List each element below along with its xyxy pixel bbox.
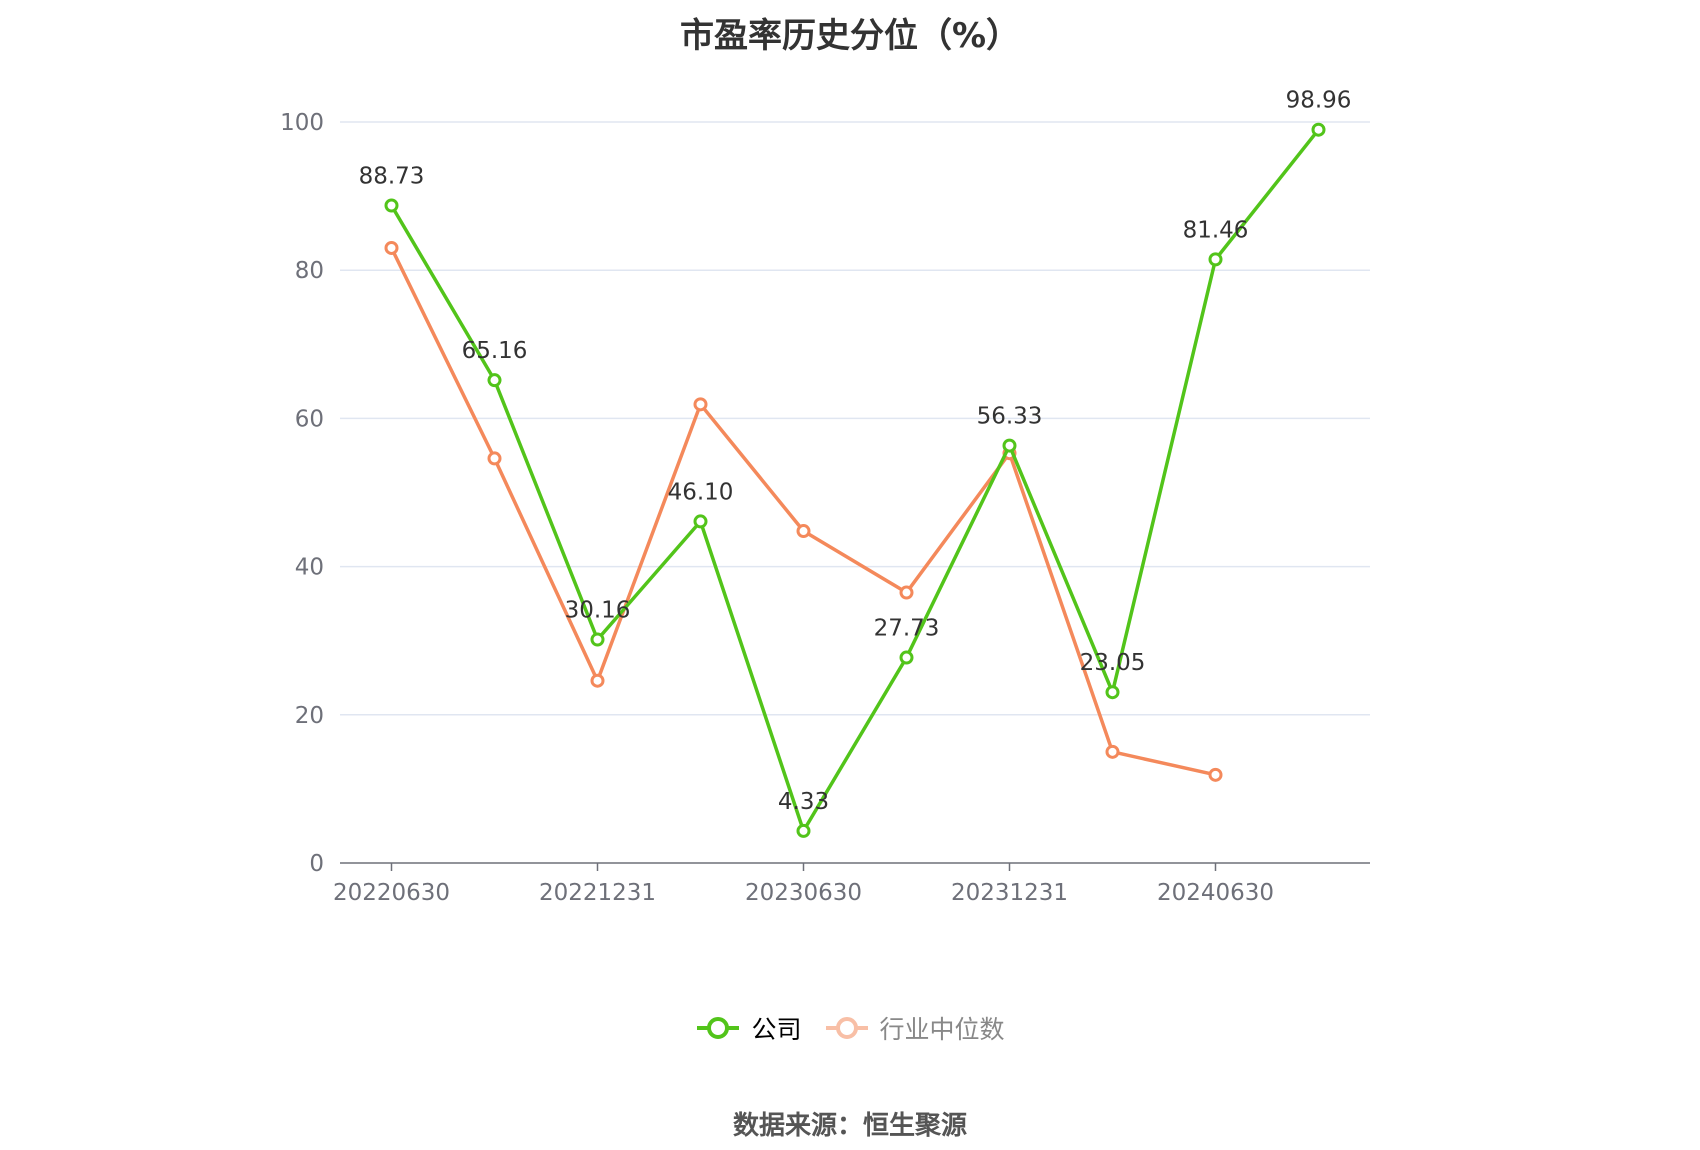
axes: 0 20 40 60 80 100 20220630 20221231 20230630 2023… (280, 110, 1370, 906)
data-label: 27.73 (874, 616, 940, 642)
grid-lines (340, 121, 1370, 716)
source-note: 数据来源：恒生聚源 (732, 1111, 967, 1141)
data-point-marker[interactable] (1208, 767, 1223, 782)
data-label: 65.16 (462, 338, 528, 364)
data-point-marker[interactable] (693, 514, 708, 529)
x-tick-label: 20230630 (745, 880, 862, 906)
data-point-marker[interactable] (1311, 122, 1326, 137)
data-point-marker[interactable] (1208, 252, 1223, 267)
series-line-1 (389, 246, 1218, 777)
y-tick-label: 100 (280, 110, 324, 136)
data-label: 23.05 (1080, 650, 1146, 676)
data-point-marker[interactable] (1105, 744, 1120, 759)
data-point-marker[interactable] (1002, 438, 1017, 453)
y-tick-label: 20 (295, 703, 324, 729)
y-tick-label: 0 (309, 851, 324, 877)
x-tick-label: 20220630 (333, 880, 450, 906)
data-point-marker[interactable] (796, 823, 811, 838)
legend-industry-marker-icon (825, 1017, 868, 1039)
x-tick-label: 20231231 (951, 880, 1068, 906)
data-labels: 88.73 65.16 30.16 46.10 4.33 27.73 56.33 23.05 8… (359, 88, 1352, 815)
data-point-marker[interactable] (796, 524, 811, 539)
legend: 公司 行业中位数 (0, 1010, 1700, 1046)
data-label: 98.96 (1286, 88, 1352, 114)
chart-title: 市盈率历史分位（%） (679, 16, 1021, 56)
data-point-marker[interactable] (384, 240, 399, 255)
data-point-marker[interactable] (693, 397, 708, 412)
data-label: 88.73 (359, 164, 425, 190)
data-point-marker[interactable] (590, 673, 605, 688)
data-point-marker[interactable] (1105, 685, 1120, 700)
data-label: 81.46 (1183, 217, 1249, 243)
data-point-marker[interactable] (487, 451, 502, 466)
legend-label-company: 公司 (751, 1015, 802, 1044)
data-label: 56.33 (977, 404, 1043, 430)
y-tick-label: 40 (295, 555, 324, 581)
legend-item-company[interactable]: 公司 (695, 1010, 802, 1046)
data-label: 30.16 (565, 598, 631, 624)
data-label: 4.33 (778, 789, 829, 815)
data-point-marker[interactable] (899, 650, 914, 665)
data-point-marker[interactable] (590, 632, 605, 647)
legend-company-marker-icon (697, 1017, 740, 1039)
series-line-0 (389, 127, 1321, 833)
series-lines (384, 122, 1326, 838)
data-point-marker[interactable] (899, 585, 914, 600)
y-tick-label: 60 (295, 406, 324, 432)
x-tick-label: 20240630 (1157, 880, 1274, 906)
data-point-marker[interactable] (384, 198, 399, 213)
x-tick-label: 20221231 (539, 880, 656, 906)
y-tick-label: 80 (295, 258, 324, 284)
legend-item-industry-median[interactable]: 行业中位数 (824, 1010, 1005, 1046)
data-label: 46.10 (668, 479, 734, 505)
data-point-marker[interactable] (487, 373, 502, 388)
legend-label-industry-median: 行业中位数 (879, 1015, 1005, 1044)
